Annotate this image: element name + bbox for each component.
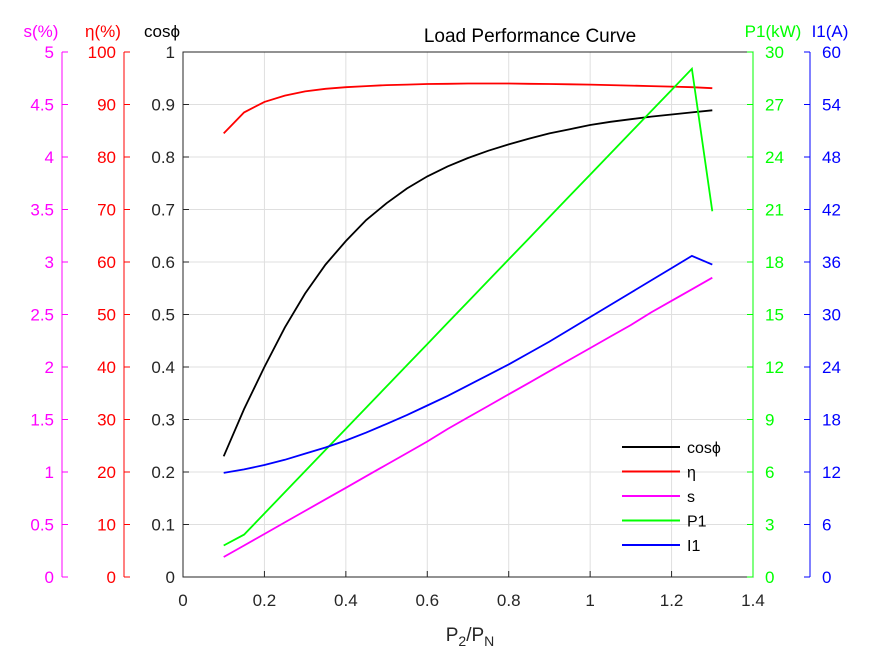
x-label-slash: /P [466,625,484,646]
series-line-eta [223,82,713,135]
y-tick-label-s: 4 [45,148,54,167]
y-tick-label-eta: 10 [97,516,116,535]
x-label-sub1: 2 [458,633,466,649]
grid-lines [182,51,754,578]
legend-label-s: s [687,489,695,506]
axes: 0 0.2 0.4 0.6 0.8 1 1.2 1.400.511.522.533.544.5… [24,22,849,610]
y-tick-label-p1: 15 [765,306,784,325]
axis-i1: 0 6 12 18 24 30 36 42 48 54 60 I1(A) [804,22,848,587]
y-tick-label-s: 4.5 [30,96,54,115]
y-tick-label-eta: 30 [97,411,116,430]
x-tick-label: 0.6 [415,591,439,610]
y-tick-label-p1: 9 [765,411,774,430]
x-axis-label: P2/PN [446,625,495,649]
y-tick-label-cos: 0.9 [151,96,175,115]
y-tick-label-i1: 24 [822,358,841,377]
y-tick-label-s: 2 [45,358,54,377]
y-tick-label-p1: 27 [765,96,784,115]
legend-label-p1: P1 [687,514,707,531]
series-lines [222,66,714,558]
y-tick-label-cos: 0.6 [151,253,175,272]
y-tick-label-s: 3 [45,253,54,272]
y-tick-label-i1: 12 [822,463,841,482]
y-tick-label-cos: 0.5 [151,306,175,325]
legend: cosϕ ηs P1 I1 [622,440,721,555]
y-tick-label-cos: 0.2 [151,463,175,482]
y-tick-label-i1: 36 [822,253,841,272]
axis-label-eta: η(%) [85,22,121,41]
y-tick-label-s: 1 [45,463,54,482]
y-tick-label-i1: 30 [822,306,841,325]
y-tick-label-p1: 3 [765,516,774,535]
y-tick-label-cos: 0.8 [151,148,175,167]
legend-label-cos: cosϕ [687,440,721,457]
y-tick-label-p1: 0 [765,568,774,587]
x-tick-label: 0.4 [334,591,358,610]
y-tick-label-p1: 12 [765,358,784,377]
series-line-i1 [223,254,713,474]
y-tick-label-i1: 60 [822,43,841,62]
axis-p1: 0 3 6 9 12 15 18 21 24 27 30 P1(kW) [745,22,802,587]
x-tick-label: 1 [585,591,594,610]
axis-label-s: s(%) [24,22,59,41]
y-tick-label-p1: 6 [765,463,774,482]
y-tick-label-eta: 100 [88,43,116,62]
y-tick-label-i1: 6 [822,516,831,535]
y-tick-label-eta: 70 [97,201,116,220]
axis-eta: 0 10 20 30 40 50 60 70 80 90 100 η(%) [85,22,130,587]
y-tick-label-eta: 80 [97,148,116,167]
y-tick-label-i1: 18 [822,411,841,430]
x-label-main: P [446,625,459,646]
chart-title: Load Performance Curve [424,26,636,47]
axis-label-cos: cosϕ [144,22,180,41]
axis-label-i1: I1(A) [812,22,849,41]
series-line-cos [222,109,713,457]
y-tick-label-p1: 21 [765,201,784,220]
y-tick-label-i1: 48 [822,148,841,167]
y-tick-label-p1: 24 [765,148,784,167]
legend-label-eta: η [687,465,696,482]
y-tick-label-s: 1.5 [30,411,54,430]
y-tick-label-i1: 0 [822,568,831,587]
y-tick-label-i1: 42 [822,201,841,220]
y-tick-label-s: 3.5 [30,201,54,220]
y-tick-label-eta: 90 [97,96,116,115]
legend-label-i1: I1 [687,538,700,555]
x-tick-label: 1.2 [660,591,684,610]
y-tick-label-cos: 0.1 [151,516,175,535]
y-tick-label-cos: 0.4 [151,358,175,377]
x-label-sub2: N [484,633,494,649]
y-tick-label-i1: 54 [822,96,841,115]
y-tick-label-cos: 1 [166,43,175,62]
y-tick-label-cos: 0.3 [151,411,175,430]
y-tick-label-s: 0.5 [30,516,54,535]
y-tick-label-cos: 0 [166,568,175,587]
y-tick-label-s: 2.5 [30,306,54,325]
x-tick-label: 0.8 [497,591,521,610]
x-tick-label: 1.4 [741,591,765,610]
y-tick-label-cos: 0.7 [151,201,175,220]
y-tick-label-eta: 60 [97,253,116,272]
axis-s: 0 0.5 1 1.5 2 2.5 3 3.5 4 4.5 5 s(%) [24,22,68,587]
y-tick-label-p1: 30 [765,43,784,62]
y-tick-label-p1: 18 [765,253,784,272]
y-tick-label-eta: 50 [97,306,116,325]
x-tick-label: 0.2 [253,591,277,610]
y-tick-label-s: 0 [45,568,54,587]
series-line-p1 [223,66,714,547]
x-tick-label: 0 [178,591,187,610]
y-tick-label-eta: 0 [107,568,116,587]
y-tick-label-eta: 20 [97,463,116,482]
axis-cos: 0 0.1 0.2 0.3 0.4 0.5 0.6 0.7 0.8 0.9 1 cosϕ [144,22,189,587]
series-line-s [223,276,713,558]
y-tick-label-eta: 40 [97,358,116,377]
axis-label-p1: P1(kW) [745,22,802,41]
y-tick-label-s: 5 [45,43,54,62]
